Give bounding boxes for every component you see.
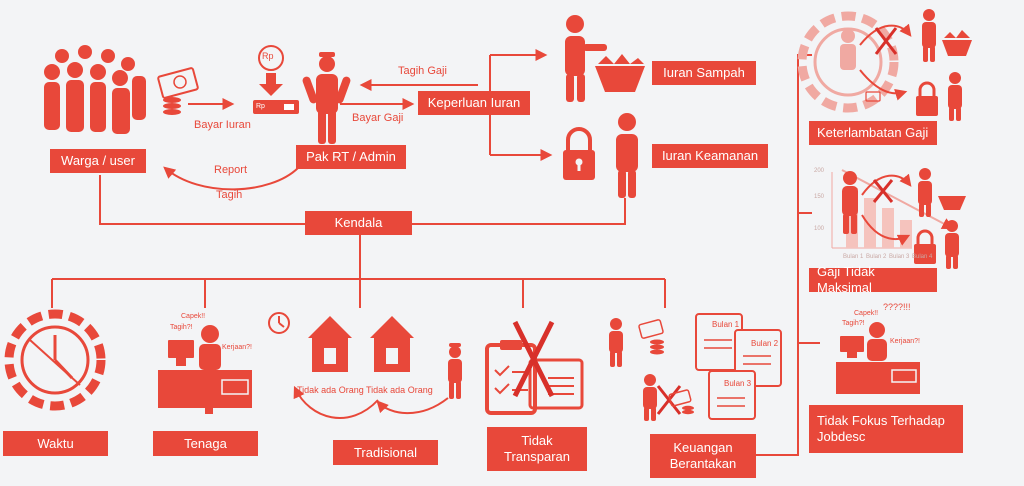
coin-icon-small — [865, 91, 881, 102]
connectors — [51, 49, 820, 456]
node-tradisional: Tradisional — [333, 440, 438, 465]
text-question-marks: ????!!! — [883, 302, 911, 312]
mini-chart-y-tick-1: 200 — [814, 168, 825, 174]
salary-arrows — [861, 173, 912, 246]
text-kerjaan-2: Kerjaan?! — [890, 338, 920, 345]
text-capek: Capek!! — [181, 313, 206, 320]
edge-label-tagih: Tagih — [216, 189, 243, 201]
clock-icon — [268, 312, 290, 334]
late-salary-arrows — [859, 23, 912, 101]
node-keuangan-berantakan: Keuangan Berantakan — [650, 434, 756, 478]
mini-chart-x-tick-4: Bulan 4 — [912, 254, 933, 260]
node-tidak-transparan: Tidak Transparan — [487, 427, 587, 471]
crowd-icon — [44, 45, 146, 134]
text-tagih-q: Tagih?! — [170, 324, 193, 331]
edge-label-bayar-gaji: Bayar Gaji — [352, 112, 404, 124]
ledger-label-bulan-1: Bulan 1 — [712, 320, 740, 329]
node-iuran-keamanan: Iuran Keamanan — [652, 144, 768, 168]
mini-chart-x-tick-2: Bulan 2 — [866, 254, 887, 260]
text-capek-2: Capek!! — [854, 310, 879, 317]
money-icon — [157, 67, 199, 115]
node-waktu: Waktu — [3, 431, 108, 456]
ledger-pages-icon — [695, 313, 782, 420]
edge-label-tidak-ada-orang-1: Tidak ada Orang — [297, 385, 364, 395]
underpaid-person-icon — [842, 171, 858, 234]
edge-label-tagih-gaji: Tagih Gaji — [398, 65, 447, 77]
node-keterlambatan-gaji: Keterlambatan Gaji — [809, 121, 937, 145]
mini-chart-x-tick-3: Bulan 3 — [889, 254, 910, 260]
mini-chart-y-tick-3: 100 — [814, 226, 825, 232]
node-warga: Warga / user — [50, 149, 146, 173]
node-gaji-tidak-maksimal: Gaji Tidak Maksimal — [809, 264, 937, 295]
edge-label-bayar-iuran: Bayar Iuran — [194, 119, 251, 131]
text-kerjaan: Kerjaan?! — [222, 344, 252, 351]
ledger-label-bulan-3: Bulan 3 — [724, 379, 752, 388]
unpaid-person-icon — [643, 374, 694, 421]
trash-worker-icon-small — [922, 9, 972, 62]
security-lock-icon — [563, 127, 595, 180]
time-gear-icon — [4, 309, 106, 411]
payment-upload-icon — [253, 45, 299, 114]
tired-worker-icon — [158, 325, 252, 414]
trash-worker-icon — [565, 15, 645, 102]
rupiah-label: Rp — [262, 51, 274, 61]
trash-worker-icon-small-2 — [918, 168, 966, 217]
coins-icon — [638, 319, 664, 355]
admin-person-icon — [302, 52, 351, 144]
walking-person-icon — [448, 343, 462, 399]
unfocused-worker-icon — [836, 322, 920, 394]
node-keperluan-iuran: Keperluan Iuran — [418, 91, 530, 115]
text-tagih-q-2: Tagih?! — [842, 320, 865, 327]
ledger-label-bulan-2: Bulan 2 — [751, 339, 779, 348]
node-tidak-fokus: Tidak Fokus Terhadap Jobdesc — [809, 405, 963, 453]
lock-guard-icon-small — [916, 72, 962, 121]
clipboard-cross-icon — [485, 320, 584, 415]
house-icon-2 — [370, 316, 414, 372]
node-iuran-sampah: Iuran Sampah — [652, 61, 756, 85]
lock-guard-icon-small-2 — [914, 220, 959, 269]
security-guard-icon — [616, 113, 638, 198]
node-tenaga: Tenaga — [153, 431, 258, 456]
mini-chart-y-tick-2: 150 — [814, 194, 825, 200]
node-kendala: Kendala — [305, 211, 412, 235]
rupiah-small-label: Rp — [256, 103, 265, 110]
payer-person-icon — [609, 318, 623, 367]
mini-chart-x-tick-1: Bulan 1 — [843, 254, 864, 260]
edge-label-report: Report — [214, 164, 248, 176]
edge-label-tidak-ada-orang-2: Tidak ada Orang — [366, 385, 433, 395]
node-pak-rt: Pak RT / Admin — [296, 145, 406, 169]
faded-gear-icon — [797, 11, 899, 113]
house-icon — [308, 316, 352, 372]
